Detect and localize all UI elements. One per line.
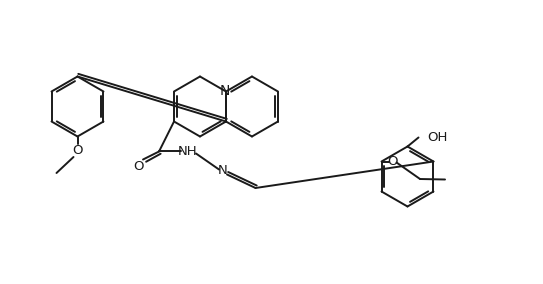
Text: N: N — [218, 164, 228, 177]
Text: O: O — [133, 160, 143, 173]
Text: OH: OH — [427, 131, 448, 144]
Text: O: O — [72, 144, 83, 157]
Text: NH: NH — [178, 145, 198, 158]
Text: N: N — [220, 84, 230, 98]
Text: O: O — [387, 155, 398, 168]
